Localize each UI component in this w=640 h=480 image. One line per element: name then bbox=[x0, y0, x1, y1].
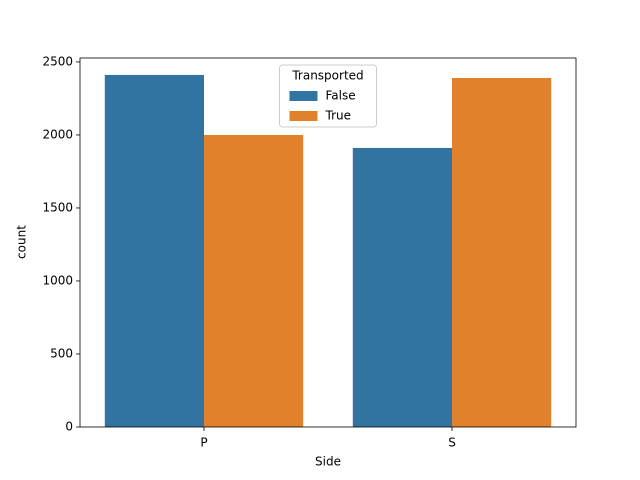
bar bbox=[452, 78, 552, 428]
bar bbox=[204, 134, 304, 427]
legend-swatch bbox=[289, 91, 318, 101]
y-tick-label: 0 bbox=[65, 420, 73, 434]
y-tick-label: 1000 bbox=[42, 273, 73, 287]
legend-label: True bbox=[325, 109, 352, 123]
legend-title: Transported bbox=[291, 69, 363, 83]
x-tick-label: S bbox=[448, 436, 456, 450]
y-axis-label: count bbox=[15, 225, 29, 259]
plot-frame bbox=[79, 57, 577, 428]
y-tick-label: 2000 bbox=[42, 127, 73, 141]
x-axis-label: Side bbox=[315, 455, 341, 469]
y-tick-label: 1500 bbox=[42, 200, 73, 214]
y-tick-label: 500 bbox=[50, 346, 73, 360]
legend-label: False bbox=[326, 89, 356, 103]
bar bbox=[104, 74, 204, 427]
legend-swatch bbox=[289, 111, 318, 121]
bar bbox=[352, 147, 452, 427]
x-tick-label: P bbox=[200, 436, 207, 450]
y-tick-label: 2500 bbox=[42, 54, 73, 68]
